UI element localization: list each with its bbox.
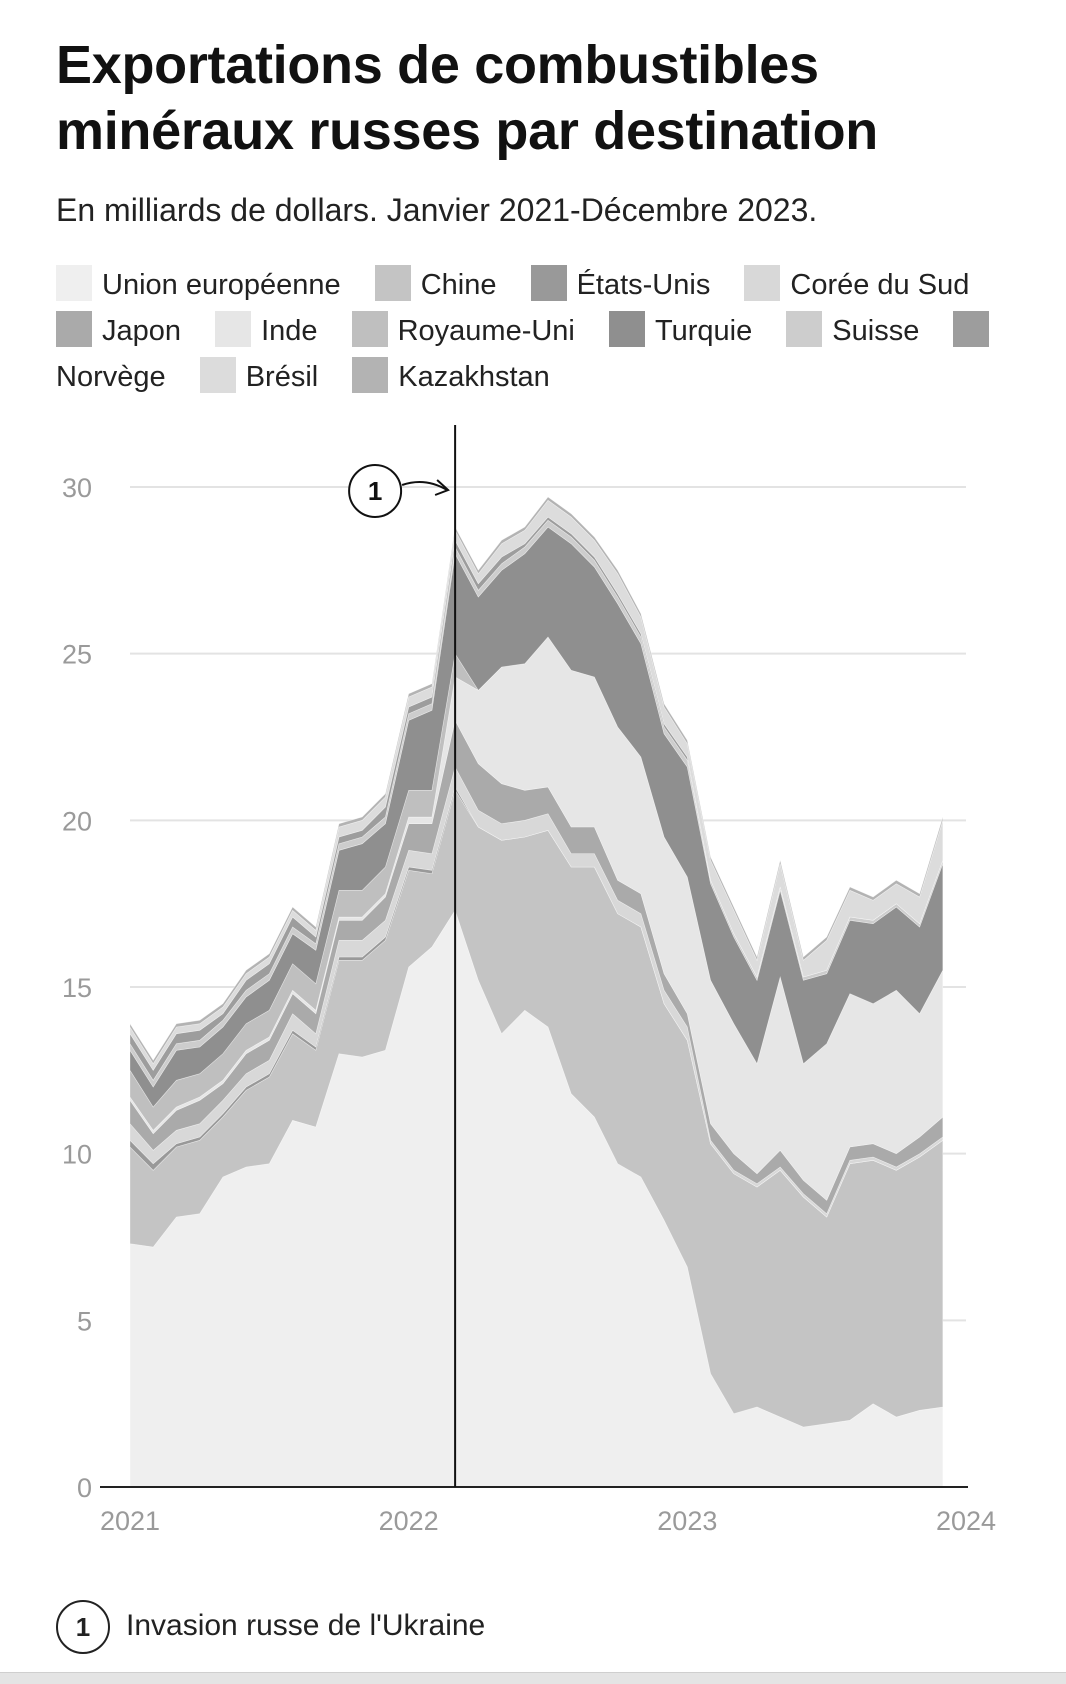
legend-label: Turquie xyxy=(654,315,753,347)
legend-label: Corée du Sud xyxy=(790,269,970,301)
legend-label: Norvège xyxy=(56,361,166,393)
legend-swatch xyxy=(351,311,388,347)
legend-item-etats-unis: États-Unis xyxy=(530,265,711,301)
legend-label: Kazakhstan xyxy=(398,361,550,393)
x-tick-label: 2022 xyxy=(379,1506,439,1536)
legend-swatch xyxy=(744,265,781,301)
legend-swatch xyxy=(953,311,990,347)
x-tick-label: 2023 xyxy=(657,1506,717,1536)
y-tick-label: 20 xyxy=(62,806,92,836)
legend-swatch xyxy=(786,311,823,347)
annotation-arrow xyxy=(401,480,448,491)
legend-item-norvege: Norvège xyxy=(56,311,999,393)
legend-item-suisse: Suisse xyxy=(786,311,920,347)
area-kazakhstan xyxy=(129,496,944,1065)
chart-subtitle: En milliards de dollars. Janvier 2021-Dé… xyxy=(56,192,818,228)
legend-swatch xyxy=(374,265,411,301)
legend-item-turquie: Turquie xyxy=(608,311,753,347)
legend-label: Inde xyxy=(261,315,318,347)
x-tick-label: 2021 xyxy=(100,1506,160,1536)
legend-item-japon: Japon xyxy=(56,311,182,347)
legend-label: Royaume-Uni xyxy=(397,315,575,347)
y-tick-label: 25 xyxy=(62,640,92,670)
legend-label: Chine xyxy=(420,269,497,301)
annotation-arrowhead xyxy=(434,479,450,496)
annotation-circle xyxy=(348,464,403,518)
legend-item-royaume-uni: Royaume-Uni xyxy=(351,311,575,347)
annotation-number: 1 xyxy=(368,476,382,506)
legend-label: Suisse xyxy=(832,315,920,347)
y-tick-label: 30 xyxy=(62,473,92,503)
annotation-note: 1 Invasion russe de l'Ukraine xyxy=(56,1600,956,1655)
chart-title: Exportations de combustibles minéraux ru… xyxy=(56,35,878,161)
legend-item-bresil: Brésil xyxy=(199,357,319,393)
legend-label: Japon xyxy=(102,315,182,347)
legend-swatch xyxy=(215,311,252,347)
x-tick-labels: 2021 2022 2023 2024 xyxy=(100,1486,996,1536)
y-tick-label: 0 xyxy=(77,1473,92,1503)
legend-label: Brésil xyxy=(245,361,319,393)
legend-item-coree-du-sud: Corée du Sud xyxy=(744,265,970,301)
legend-swatch xyxy=(352,357,389,393)
annotation-note-text: Invasion russe de l'Ukraine xyxy=(126,1609,486,1642)
bottom-scroll-strip xyxy=(0,1672,1066,1684)
legend-swatch xyxy=(56,311,92,347)
legend-swatch xyxy=(199,357,236,393)
legend-item-inde: Inde xyxy=(215,311,318,347)
legend-swatch xyxy=(56,265,92,301)
area-series xyxy=(129,496,944,1488)
legend-label: Union européenne xyxy=(102,269,341,301)
legend-item-chine: Chine xyxy=(374,265,497,301)
legend: Union européenne Chine États-Unis Corée … xyxy=(56,262,1016,400)
y-tick-label: 15 xyxy=(62,973,92,1003)
legend-item-kazakhstan: Kazakhstan xyxy=(352,357,550,393)
y-tick-label: 5 xyxy=(77,1306,92,1336)
annotation-note-number: 1 xyxy=(56,1600,110,1655)
x-tick-label: 2024 xyxy=(936,1506,996,1536)
legend-item-union-europeenne: Union européenne xyxy=(56,265,341,301)
y-tick-labels: 0 5 10 15 20 25 30 xyxy=(62,473,92,1503)
annotation-marker: 1 xyxy=(348,425,457,1487)
legend-swatch xyxy=(608,311,645,347)
legend-label: États-Unis xyxy=(576,269,711,301)
y-tick-label: 10 xyxy=(62,1140,92,1170)
legend-swatch xyxy=(530,265,567,301)
